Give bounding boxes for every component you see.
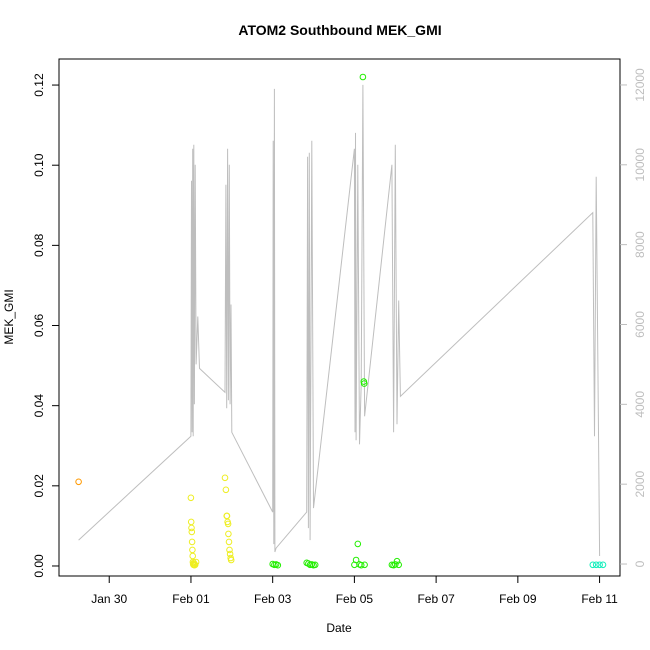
y-tick-label: 0.00 <box>32 554 46 578</box>
data-point <box>596 561 603 569</box>
x-axis-label: Date <box>326 621 352 635</box>
y-axis-label: MEK_GMI <box>2 289 16 344</box>
y-tick-label: 0.02 <box>32 474 46 498</box>
data-point <box>361 561 368 569</box>
data-point <box>192 558 200 566</box>
x-tick-label: Feb 07 <box>417 592 455 606</box>
secondary-line-layer <box>78 84 601 557</box>
data-point <box>188 538 196 546</box>
x-tick-label: Feb 05 <box>336 592 374 606</box>
data-point <box>311 561 319 569</box>
y-tick-label: 0.12 <box>32 73 46 97</box>
data-point <box>188 528 196 536</box>
y2-tick-label: 12000 <box>633 68 647 102</box>
y-tick-label: 0.10 <box>32 153 46 177</box>
y2-tick-label: 4000 <box>633 391 647 418</box>
plot-frame <box>58 58 621 577</box>
x-tick-label: Feb 01 <box>172 592 210 606</box>
points-layer <box>75 73 607 569</box>
data-point <box>187 494 195 502</box>
y-tick-label: 0.06 <box>32 314 46 338</box>
x-tick-label: Feb 09 <box>499 592 537 606</box>
data-point <box>191 561 199 569</box>
data-point <box>359 73 367 81</box>
data-point <box>224 520 232 528</box>
data-point <box>227 556 235 564</box>
data-point <box>225 530 232 538</box>
data-point <box>226 546 233 554</box>
x-tick-label: Feb 03 <box>254 592 292 606</box>
x-tick-label: Feb 11 <box>581 592 618 606</box>
y-tick-label: 0.04 <box>32 394 46 418</box>
y2-tick-label: 10000 <box>633 148 647 182</box>
data-point <box>75 478 82 486</box>
x-axis: Jan 30 Feb 01 Feb 03 Feb 05 Feb 07 Feb 09 Feb … <box>91 576 618 606</box>
data-point <box>393 557 401 565</box>
y2-tick-label: 2000 <box>633 471 647 498</box>
data-point <box>223 512 231 520</box>
secondary-series-line <box>78 84 601 557</box>
y2-tick-label: 0 <box>633 560 647 567</box>
data-point <box>592 561 600 569</box>
data-point <box>222 486 230 494</box>
x-tick-label: Jan 30 <box>91 592 127 606</box>
data-point <box>189 546 196 554</box>
data-point <box>188 524 195 532</box>
chart-title: ATOM2 Southbound MEK_GMI <box>238 22 441 38</box>
data-point <box>225 538 233 546</box>
y-axis: 0.00 0.02 0.04 0.06 0.08 0.10 0.12 <box>32 73 59 578</box>
data-point <box>352 556 360 564</box>
data-point <box>274 561 282 569</box>
data-point <box>354 540 362 548</box>
data-point <box>395 561 403 569</box>
data-point <box>226 550 234 558</box>
data-point <box>392 561 399 568</box>
y2-axis: 0 2000 4000 6000 8000 10000 12000 <box>620 68 647 567</box>
data-point <box>357 561 365 569</box>
y2-tick-label: 6000 <box>633 311 647 338</box>
data-point <box>589 561 597 569</box>
data-point <box>360 380 368 387</box>
y2-tick-label: 8000 <box>633 231 647 258</box>
data-point <box>221 474 229 482</box>
data-point <box>599 561 607 569</box>
y-tick-label: 0.08 <box>32 233 46 257</box>
